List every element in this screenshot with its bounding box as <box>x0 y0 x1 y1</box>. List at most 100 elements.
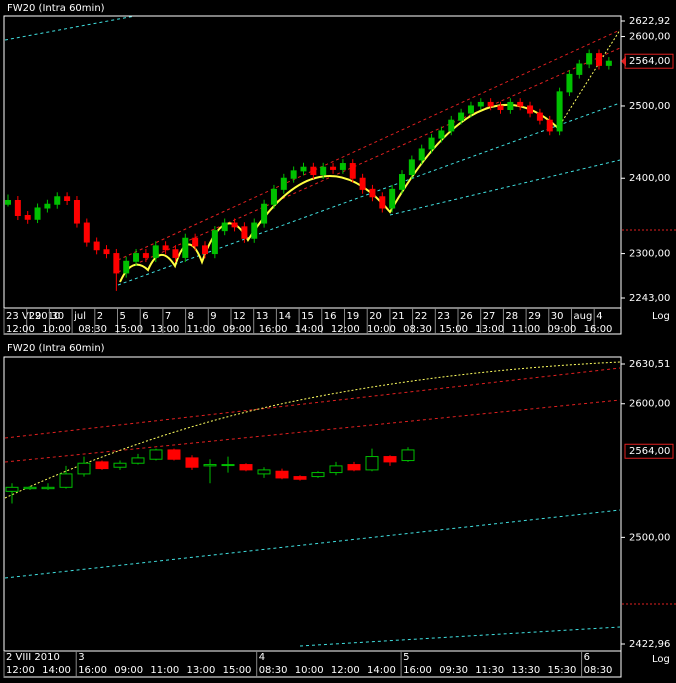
candle-body <box>379 196 386 209</box>
candle-body <box>438 130 445 139</box>
x-time-label: 08:30 <box>403 324 432 335</box>
candle-body <box>203 464 217 467</box>
x-time-label: 13:30 <box>511 665 540 676</box>
candle-body <box>310 166 317 176</box>
candle-body <box>293 476 307 480</box>
candle-body <box>497 105 504 111</box>
trend-line <box>117 47 621 273</box>
x-time-label: 12:00 <box>331 665 360 676</box>
x-date-label: 4 <box>259 652 265 663</box>
y-tick-label: 2500,00 <box>629 532 670 543</box>
candle-body <box>270 188 277 205</box>
x-time-label: 13:00 <box>150 324 179 335</box>
candle-body <box>389 188 396 209</box>
x-time-label: 12:00 <box>6 324 35 335</box>
y-tick-label: 2243,00 <box>629 293 670 304</box>
x-time-label: 16:00 <box>403 665 432 676</box>
x-date-label: 29 <box>29 311 42 322</box>
candle-body <box>241 226 248 239</box>
x-time-label: 15:30 <box>548 665 577 676</box>
x-date-label: 5 <box>403 652 409 663</box>
candle-body <box>185 457 199 468</box>
candle-body <box>556 91 563 132</box>
y-tick-label: 2422,96 <box>629 639 670 650</box>
candle-body <box>477 101 484 107</box>
x-time-label: 16:00 <box>78 665 107 676</box>
candle-body <box>487 101 494 107</box>
candle-body <box>133 253 140 262</box>
candle-body <box>576 63 583 75</box>
x-time-label: 10:00 <box>42 324 71 335</box>
x-time-label: 12:00 <box>6 665 35 676</box>
x-date-label: 29 <box>528 311 541 322</box>
candle-body <box>152 245 159 258</box>
candle-body <box>59 473 73 488</box>
x-time-label: 11:00 <box>187 324 216 335</box>
panel-title: FW20 (Intra 60min) <box>7 343 105 354</box>
candle-body <box>290 170 297 179</box>
trend-line <box>557 29 621 129</box>
x-date-label: 30 <box>51 311 64 322</box>
x-date-label: 4 <box>596 311 602 322</box>
candle-body <box>221 222 228 232</box>
x-date-label: 15 <box>301 311 314 322</box>
candle-body <box>517 101 524 107</box>
x-time-label: 14:00 <box>367 665 396 676</box>
candle-body <box>77 462 91 475</box>
x-time-label: 15:00 <box>439 324 468 335</box>
y-tick-label: 2622,92 <box>629 16 670 27</box>
candle-body <box>257 469 271 475</box>
candle-body <box>103 249 110 255</box>
y-tick-label: 2600,00 <box>629 399 670 410</box>
y-tick-label: 2600,00 <box>629 32 670 43</box>
y-tick-label: 2630,51 <box>629 359 670 370</box>
candle-body <box>211 230 218 255</box>
x-date-label: 16 <box>324 311 337 322</box>
trend-line <box>4 509 621 579</box>
candle-body <box>44 203 51 209</box>
x-date-label: jul <box>73 311 86 322</box>
x-time-label: 13:00 <box>187 665 216 676</box>
scale-label: Log <box>652 654 670 665</box>
candle-body <box>365 456 379 471</box>
trend-curve <box>4 361 621 499</box>
x-time-label: 11:30 <box>475 665 504 676</box>
x-date-label: 8 <box>188 311 194 322</box>
x-time-label: 15:00 <box>223 665 252 676</box>
last-price-box <box>624 443 674 459</box>
candle-body <box>586 53 593 65</box>
panel-title: FW20 (Intra 60min) <box>7 3 105 14</box>
candle-body <box>339 163 346 170</box>
trend-line <box>4 15 136 41</box>
x-date-label: 9 <box>210 311 216 322</box>
candle-body <box>418 148 425 161</box>
x-date-label: 2 <box>97 311 103 322</box>
last-price-label: 2564,00 <box>629 56 670 67</box>
candle-body <box>113 462 127 468</box>
x-time-label: 10:00 <box>367 324 396 335</box>
x-date-label: 12 <box>233 311 246 322</box>
x-time-label: 09:00 <box>223 324 252 335</box>
x-time-label: 16:00 <box>259 324 288 335</box>
x-time-label: 09:00 <box>114 665 143 676</box>
x-date-label: 2 VIII 2010 <box>6 652 60 663</box>
candle-body <box>408 159 415 176</box>
candle-body <box>24 215 31 220</box>
candle-body <box>162 245 169 251</box>
candle-body <box>566 73 573 93</box>
scale-label: Log <box>652 311 670 322</box>
x-time-label: 08:30 <box>584 665 613 676</box>
x-time-label: 11:00 <box>511 324 540 335</box>
x-date-label: 22 <box>415 311 428 322</box>
panel-frame <box>3 356 622 678</box>
x-time-label: 16:00 <box>584 324 613 335</box>
y-tick-label: 2500,00 <box>629 101 670 112</box>
x-date-label: 26 <box>460 311 473 322</box>
x-date-label: aug <box>574 311 593 322</box>
candle-body <box>113 253 120 274</box>
x-date-label: 27 <box>483 311 496 322</box>
x-date-label: 23 VI 2010 <box>6 311 60 322</box>
trend-line <box>117 29 621 261</box>
candle-body <box>23 486 37 490</box>
